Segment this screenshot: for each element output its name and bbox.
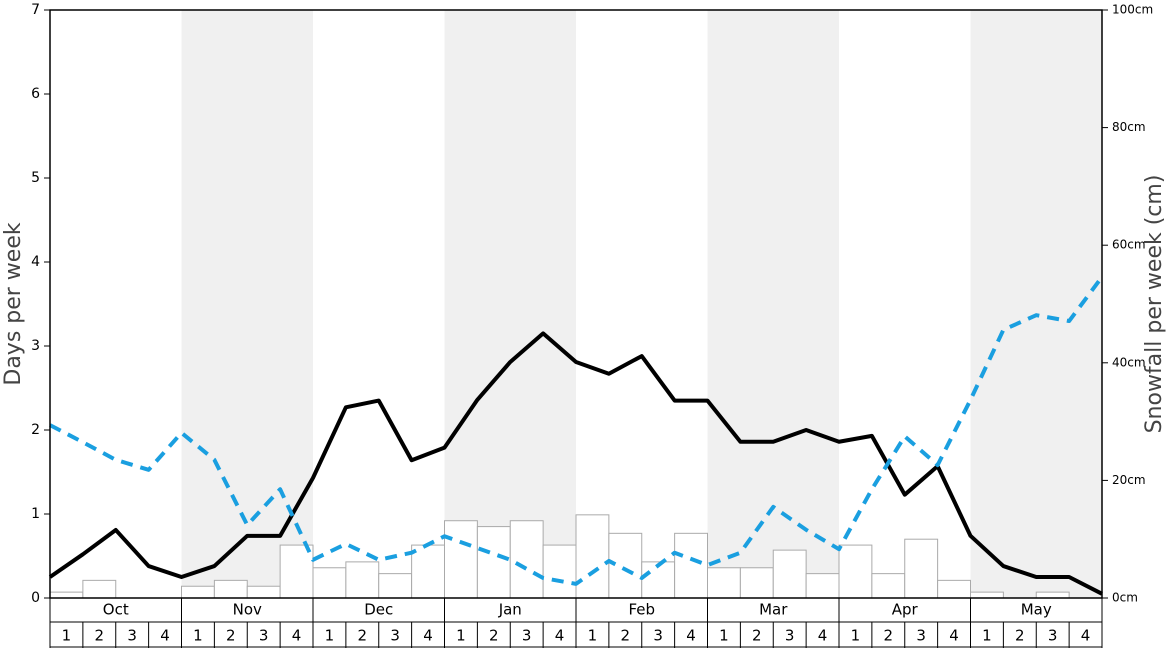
week-label: 3 bbox=[785, 627, 795, 645]
week-label: 1 bbox=[851, 627, 861, 645]
y2-tick-label: 80cm bbox=[1112, 120, 1146, 134]
week-label: 4 bbox=[160, 627, 170, 645]
line-series bbox=[49, 275, 1104, 586]
month-label: Feb bbox=[628, 601, 655, 619]
bar bbox=[378, 573, 413, 599]
week-label: 1 bbox=[325, 627, 335, 645]
bar bbox=[509, 520, 544, 599]
month-label: Oct bbox=[103, 601, 129, 619]
y-tick-label: 3 bbox=[31, 338, 40, 354]
y-tick-label: 7 bbox=[31, 2, 40, 18]
week-label: 1 bbox=[456, 627, 466, 645]
week-label: 4 bbox=[818, 627, 828, 645]
week-label: 4 bbox=[949, 627, 959, 645]
y2-tick-label: 60cm bbox=[1112, 238, 1146, 252]
bar bbox=[312, 567, 347, 599]
bar bbox=[871, 573, 906, 599]
week-label: 1 bbox=[193, 627, 203, 645]
y-axis-label: Days per week bbox=[1, 222, 26, 385]
month-label: May bbox=[1021, 601, 1052, 619]
month-band bbox=[444, 10, 576, 598]
week-label: 2 bbox=[884, 627, 894, 645]
bar bbox=[1035, 591, 1070, 599]
bar bbox=[213, 579, 248, 599]
week-label: 3 bbox=[653, 627, 663, 645]
bar bbox=[575, 514, 610, 599]
month-label: Apr bbox=[892, 601, 919, 619]
week-label: 2 bbox=[358, 627, 368, 645]
y2-tick-label: 0cm bbox=[1112, 591, 1138, 605]
week-label: 2 bbox=[226, 627, 236, 645]
y-tick-label: 4 bbox=[31, 254, 40, 270]
bar bbox=[542, 544, 577, 599]
bar bbox=[970, 591, 1004, 599]
bar bbox=[411, 544, 445, 599]
bar bbox=[345, 561, 380, 599]
bar bbox=[904, 538, 939, 599]
bar bbox=[476, 526, 511, 599]
week-label: 3 bbox=[259, 627, 269, 645]
bar bbox=[937, 579, 971, 599]
week-label: 4 bbox=[1081, 627, 1091, 645]
y-tick-label: 6 bbox=[31, 86, 40, 102]
week-label: 2 bbox=[1015, 627, 1025, 645]
bar bbox=[805, 573, 840, 599]
week-label: 2 bbox=[489, 627, 499, 645]
week-label: 3 bbox=[916, 627, 926, 645]
week-label: 4 bbox=[555, 627, 565, 645]
y-tick-label: 1 bbox=[31, 506, 40, 522]
bar bbox=[674, 532, 708, 599]
bar bbox=[49, 591, 84, 599]
bar bbox=[772, 549, 807, 599]
month-label: Mar bbox=[759, 601, 788, 619]
week-label: 3 bbox=[127, 627, 137, 645]
y2-tick-label: 40cm bbox=[1112, 355, 1146, 369]
week-label: 2 bbox=[621, 627, 631, 645]
week-label: 3 bbox=[522, 627, 532, 645]
y-tick-label: 0 bbox=[31, 590, 40, 606]
month-band bbox=[707, 10, 839, 598]
week-label: 2 bbox=[752, 627, 762, 645]
week-label: 1 bbox=[982, 627, 992, 645]
bar bbox=[181, 585, 215, 599]
y2-tick-label: 100cm bbox=[1112, 3, 1153, 17]
bar bbox=[707, 567, 741, 599]
week-label: 1 bbox=[62, 627, 72, 645]
month-label: Jan bbox=[498, 601, 522, 619]
bar bbox=[739, 567, 774, 599]
month-label: Nov bbox=[233, 601, 262, 619]
y2-tick-label: 20cm bbox=[1112, 473, 1146, 487]
week-label: 4 bbox=[292, 627, 302, 645]
y-tick-label: 2 bbox=[31, 422, 40, 438]
week-label: 4 bbox=[686, 627, 696, 645]
bar bbox=[838, 544, 873, 599]
bar bbox=[279, 544, 314, 599]
bar bbox=[82, 579, 117, 599]
week-label: 3 bbox=[1048, 627, 1058, 645]
month-label: Dec bbox=[364, 601, 393, 619]
week-label: 3 bbox=[390, 627, 400, 645]
bar bbox=[246, 585, 281, 599]
line-series bbox=[48, 331, 1103, 596]
bar bbox=[444, 520, 478, 599]
y2-axis-label: Snowfall per week (cm) bbox=[1142, 175, 1167, 434]
y-tick-label: 5 bbox=[31, 170, 40, 186]
week-label: 1 bbox=[588, 627, 598, 645]
week-label: 1 bbox=[719, 627, 729, 645]
week-label: 4 bbox=[423, 627, 433, 645]
month-band bbox=[181, 10, 313, 598]
week-label: 2 bbox=[95, 627, 105, 645]
